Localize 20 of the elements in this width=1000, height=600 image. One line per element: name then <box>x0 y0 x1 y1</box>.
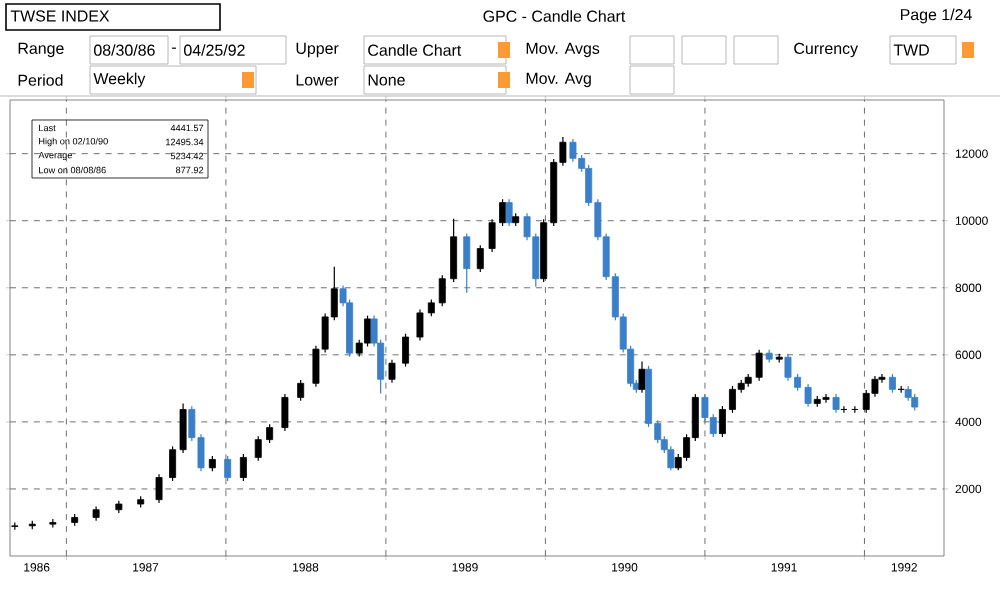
candlestick <box>505 198 513 227</box>
candlestick <box>476 244 484 273</box>
candlestick <box>888 373 896 394</box>
candlestick <box>155 473 163 504</box>
candlestick <box>450 218 458 283</box>
candlestick <box>638 360 646 394</box>
candlestick <box>402 333 409 368</box>
candlestick <box>297 379 305 402</box>
candlestick <box>569 138 577 163</box>
candlestick <box>281 393 289 432</box>
candlestick <box>239 453 247 482</box>
candlestick <box>254 435 262 462</box>
candlestick <box>224 455 232 482</box>
candlestick <box>388 359 396 384</box>
candlestick <box>463 232 471 294</box>
candlestick <box>266 423 274 444</box>
candlestick <box>832 393 840 414</box>
candlestick <box>416 308 424 342</box>
candlestick <box>438 274 446 307</box>
candlestick <box>364 314 371 348</box>
